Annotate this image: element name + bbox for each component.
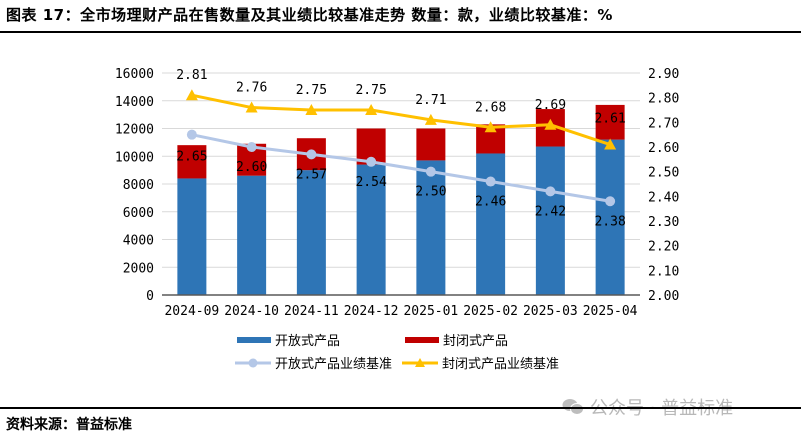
closed-benchmark-data-label: 2.76	[236, 81, 267, 96]
legend-label: 开放式产品业绩基准	[275, 357, 393, 372]
closed-benchmark-marker	[544, 118, 557, 130]
bar-open-products	[595, 139, 625, 295]
right-axis-tick-label: 2.90	[648, 67, 679, 82]
right-axis-tick-label: 2.30	[648, 215, 679, 230]
bar-open-products	[296, 170, 326, 295]
closed-benchmark-marker	[484, 121, 497, 133]
top-rule	[0, 31, 801, 33]
open-benchmark-marker	[366, 156, 377, 167]
bar-open-products	[476, 153, 506, 295]
x-axis-tick-label: 2024-09	[164, 304, 219, 319]
left-axis-tick-label: 12000	[115, 123, 154, 138]
right-axis-tick-label: 2.70	[648, 116, 679, 131]
left-axis-tick-label: 0	[146, 289, 154, 304]
axes: 0 2000 4000 6000 8000 10000 12000 14000 16000 2.0…	[115, 67, 679, 319]
closed-benchmark-line	[191, 93, 611, 146]
legend-label: 开放式产品	[275, 334, 341, 349]
x-axis-tick-label: 2025-02	[463, 304, 518, 319]
open-benchmark-marker	[246, 142, 257, 152]
right-axis-tick-label: 2.80	[648, 92, 679, 107]
bar-closed-products	[595, 104, 625, 140]
x-axis-tick-label: 2025-01	[403, 304, 458, 319]
right-axis-tick-label: 2.20	[648, 240, 679, 255]
closed-benchmark-marker	[424, 113, 437, 125]
open-benchmark-marker	[425, 166, 436, 177]
source-note: 资料来源：普益标准	[6, 417, 132, 433]
right-axis-tick-label: 2.60	[648, 141, 679, 156]
bar-open-products	[416, 160, 446, 295]
gridlines	[162, 72, 640, 268]
open-benchmark-data-label: 2.57	[296, 167, 327, 182]
legend-swatch-open-bar	[237, 336, 271, 343]
open-benchmark-marker	[306, 149, 317, 160]
closed-benchmark-data-label: 2.68	[475, 100, 506, 115]
bar-open-products	[356, 164, 386, 295]
open-benchmark-marker	[545, 186, 556, 197]
open-benchmark-data-label: 2.60	[236, 160, 267, 175]
lines	[185, 89, 617, 207]
left-axis-tick-label: 14000	[115, 95, 154, 110]
legend-label: 封闭式产品	[443, 334, 509, 349]
x-axis-tick-label: 2025-04	[583, 304, 638, 319]
closed-benchmark-data-label: 2.81	[176, 68, 207, 83]
open-benchmark-data-label: 2.42	[535, 204, 566, 219]
open-benchmark-data-label: 2.54	[355, 175, 386, 190]
open-benchmark-marker	[605, 196, 616, 207]
closed-benchmark-marker	[245, 101, 258, 113]
x-axis-tick-label: 2024-11	[284, 304, 339, 319]
legend-swatch-closed-bar	[405, 336, 439, 343]
left-axis-tick-label: 4000	[123, 234, 154, 249]
figure-title: 图表 17：全市场理财产品在售数量及其业绩比较基准走势 数量：款，业绩比较基准：…	[6, 6, 613, 24]
open-benchmark-line	[191, 133, 611, 203]
closed-benchmark-marker	[305, 104, 318, 115]
legend-item-open-products[interactable]: 开放式产品	[237, 330, 340, 349]
open-benchmark-data-label: 2.38	[594, 214, 625, 229]
bar-closed-products	[416, 128, 446, 161]
chart: 0 2000 4000 6000 8000 10000 12000 14000 16000 2.0…	[115, 67, 679, 319]
right-axis-tick-label: 2.40	[648, 190, 679, 205]
left-axis-tick-label: 8000	[123, 178, 154, 193]
closed-benchmark-marker	[185, 89, 198, 101]
open-benchmark-marker	[485, 176, 496, 187]
closed-benchmark-data-label: 2.61	[594, 112, 625, 127]
right-axis-tick-label: 2.50	[648, 166, 679, 181]
open-benchmark-marker	[186, 129, 197, 140]
left-axis-tick-label: 6000	[123, 206, 154, 221]
right-axis-tick-label: 2.00	[648, 289, 679, 304]
closed-benchmark-data-label: 2.75	[355, 83, 386, 98]
right-axis-tick-label: 2.10	[648, 264, 679, 279]
left-axis-tick-label: 2000	[123, 261, 154, 276]
legend-swatch-open-line	[235, 358, 271, 367]
bar-open-products	[177, 178, 207, 295]
open-benchmark-data-label: 2.50	[415, 185, 446, 200]
bottom-rule	[0, 407, 801, 409]
data-labels: 2.65 2.60 2.57 2.54 2.50 2.46 2.42 2.38 2.81 2.76…	[176, 68, 626, 229]
legend-item-open-benchmark[interactable]: 开放式产品业绩基准	[235, 353, 392, 372]
x-axis-tick-label: 2024-10	[224, 304, 279, 319]
watermark-text: 公众号 · 普益标准	[590, 398, 734, 419]
closed-benchmark-data-label: 2.75	[296, 83, 327, 98]
x-axis-tick-label: 2025-03	[523, 304, 578, 319]
open-benchmark-data-label: 2.65	[176, 150, 207, 165]
closed-benchmark-marker	[365, 104, 378, 115]
bar-closed-products	[177, 145, 207, 179]
legend-swatch-closed-line	[402, 357, 438, 367]
legend-item-closed-products[interactable]: 封闭式产品	[405, 330, 508, 349]
open-benchmark-data-label: 2.46	[475, 195, 506, 210]
bars	[177, 104, 625, 295]
bar-open-products	[535, 146, 565, 295]
closed-benchmark-marker	[604, 138, 617, 150]
x-axis-tick-label: 2024-12	[344, 304, 399, 319]
legend-item-closed-benchmark[interactable]: 封闭式产品业绩基准	[402, 353, 559, 372]
closed-benchmark-data-label: 2.69	[535, 98, 566, 113]
bar-open-products	[237, 175, 267, 295]
left-axis-tick-label: 16000	[115, 67, 154, 82]
closed-benchmark-data-label: 2.71	[415, 93, 446, 108]
legend-label: 封闭式产品业绩基准	[442, 357, 560, 372]
left-axis-tick-label: 10000	[115, 150, 154, 165]
